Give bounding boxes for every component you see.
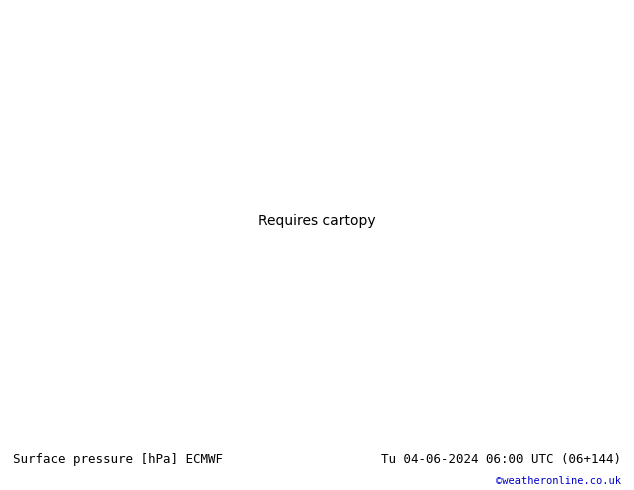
Text: Surface pressure [hPa] ECMWF: Surface pressure [hPa] ECMWF (13, 453, 223, 466)
Text: ©weatheronline.co.uk: ©weatheronline.co.uk (496, 476, 621, 486)
Text: Tu 04-06-2024 06:00 UTC (06+144): Tu 04-06-2024 06:00 UTC (06+144) (381, 453, 621, 466)
Text: Requires cartopy: Requires cartopy (258, 214, 376, 227)
